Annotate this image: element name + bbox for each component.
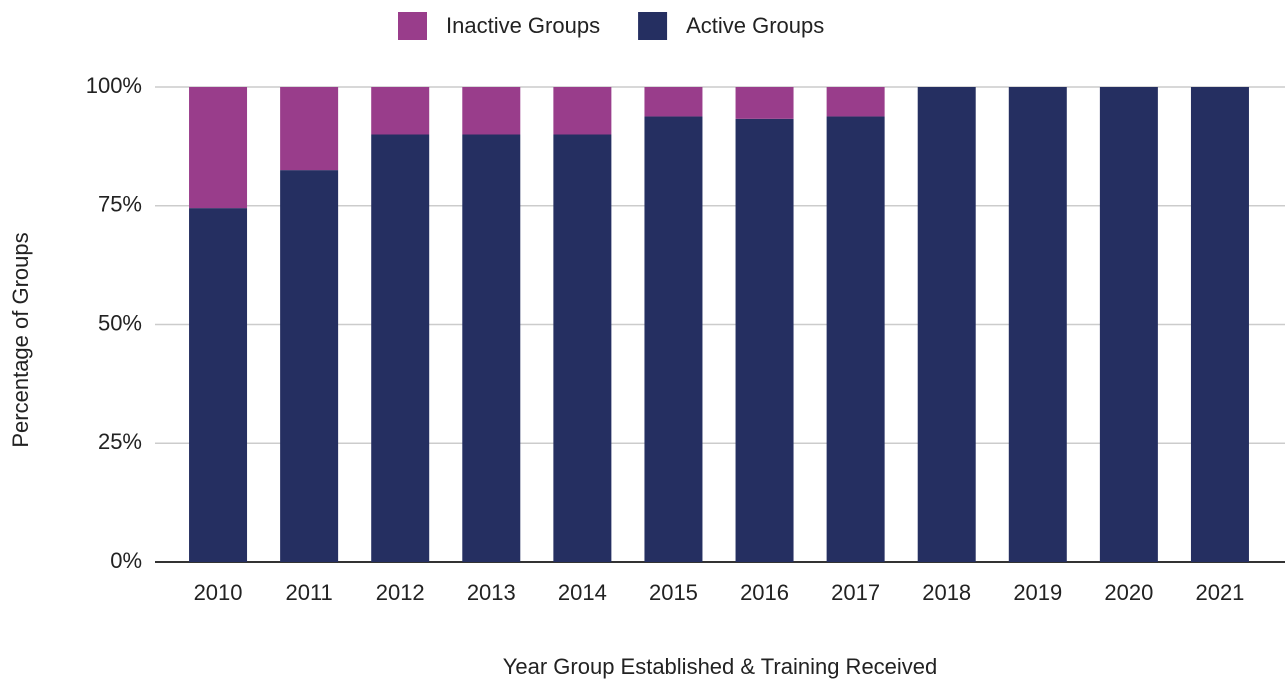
bar-segment [735,118,794,562]
bar-segment [371,87,430,135]
legend-swatch [638,12,668,40]
legend-swatch [398,12,427,40]
x-tick-label: 2012 [376,580,425,605]
bar-segment [280,87,339,171]
bar-segment [1099,87,1158,562]
y-tick-label: 0% [110,548,142,573]
bar-segment [644,116,703,562]
x-tick-label: 2020 [1104,580,1153,605]
bar-segment [917,87,976,562]
y-axis-label: Percentage of Groups [8,232,33,447]
bar-segment [189,87,248,209]
y-tick-label: 100% [86,73,142,98]
bar-segment [644,87,703,117]
bar-segment [462,87,521,135]
bar-segment [1008,87,1067,562]
x-tick-label: 2010 [194,580,243,605]
x-axis-label: Year Group Established & Training Receiv… [503,654,938,679]
x-tick-label: 2016 [740,580,789,605]
bar-segment [826,87,885,117]
bar-segment [735,87,794,119]
x-tick-label: 2013 [467,580,516,605]
legend-label: Inactive Groups [446,13,600,38]
x-tick-label: 2014 [558,580,607,605]
x-tick-label: 2011 [285,580,332,605]
bar-segment [280,170,339,562]
x-tick-label: 2019 [1013,580,1062,605]
bar-segment [553,134,612,562]
y-tick-label: 25% [98,429,142,454]
bar-segment [189,208,248,562]
bar-segment [1190,87,1249,562]
bar-segment [553,87,612,135]
x-tick-label: 2021 [1195,580,1244,605]
x-tick-label: 2018 [922,580,971,605]
x-tick-label: 2015 [649,580,698,605]
y-tick-label: 75% [98,192,142,217]
x-tick-label: 2017 [831,580,880,605]
legend-label: Active Groups [686,13,824,38]
bar-segment [826,116,885,562]
bar-segment [371,134,430,562]
bar-segment [462,134,521,562]
y-tick-label: 50% [98,310,142,335]
